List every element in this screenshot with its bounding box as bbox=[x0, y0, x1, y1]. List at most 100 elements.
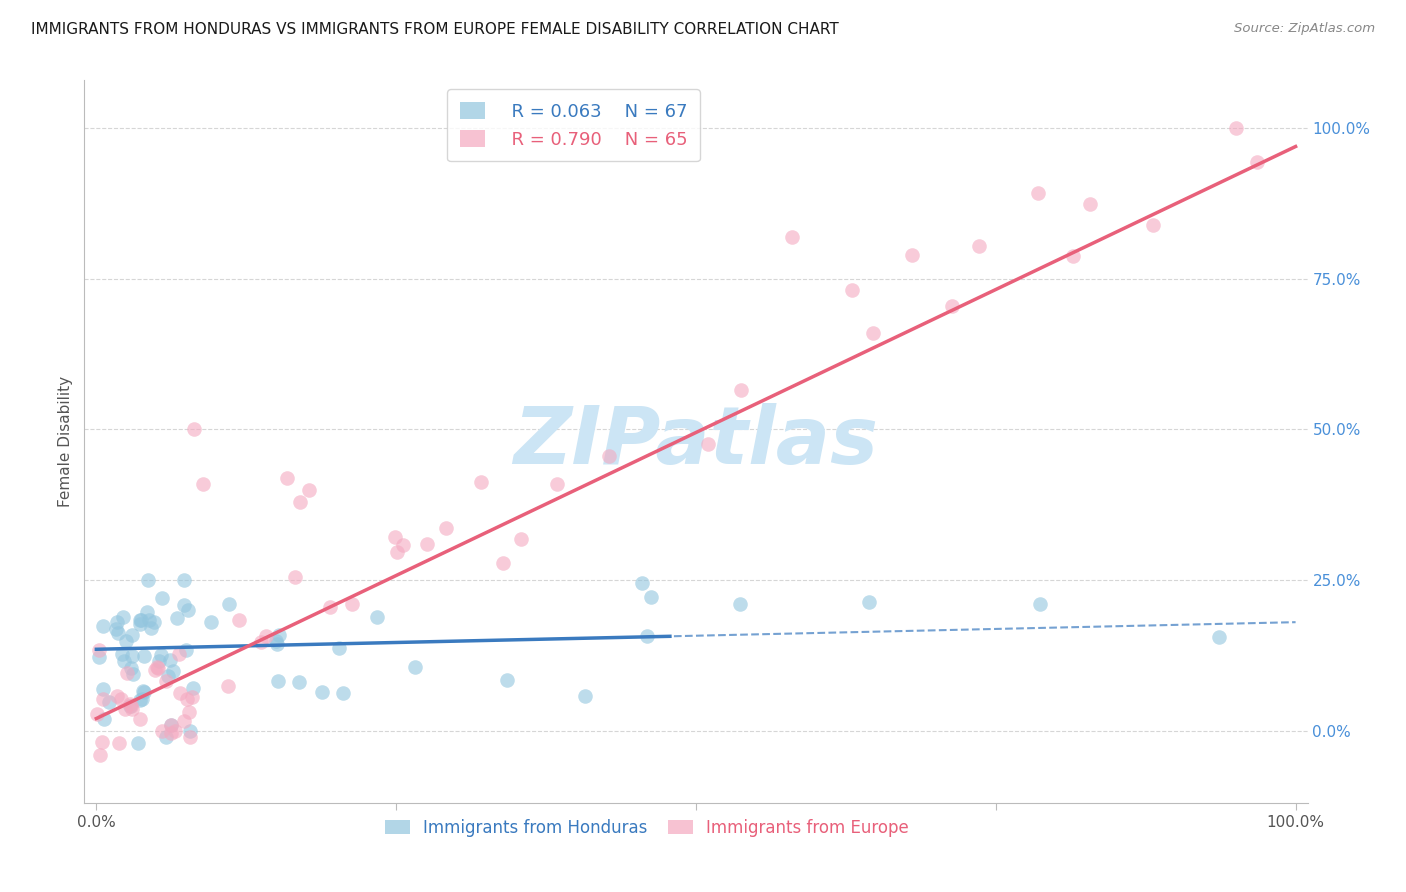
Point bbox=[404, 660, 426, 674]
Point bbox=[177, 706, 200, 720]
Point bbox=[1142, 218, 1164, 232]
Point bbox=[120, 698, 142, 713]
Point bbox=[121, 649, 143, 664]
Point bbox=[122, 666, 145, 681]
Point bbox=[111, 610, 134, 624]
Point bbox=[858, 595, 880, 609]
Text: Source: ZipAtlas.com: Source: ZipAtlas.com bbox=[1234, 22, 1375, 36]
Point bbox=[1026, 186, 1049, 201]
Point bbox=[728, 598, 751, 612]
Point bbox=[546, 477, 568, 491]
Point bbox=[134, 684, 156, 698]
Point bbox=[385, 545, 408, 559]
Point bbox=[105, 615, 128, 630]
Point bbox=[89, 643, 111, 657]
Point bbox=[636, 629, 658, 643]
Point bbox=[149, 648, 172, 662]
Point bbox=[901, 248, 924, 262]
Point bbox=[176, 692, 198, 706]
Point bbox=[640, 591, 662, 605]
Point bbox=[121, 628, 143, 642]
Point bbox=[132, 683, 155, 698]
Point bbox=[1029, 597, 1052, 611]
Point bbox=[470, 475, 492, 489]
Point bbox=[121, 702, 143, 716]
Point bbox=[1225, 121, 1247, 136]
Point bbox=[181, 690, 204, 704]
Point bbox=[598, 450, 620, 464]
Point bbox=[146, 660, 169, 674]
Point bbox=[366, 609, 388, 624]
Point bbox=[165, 723, 187, 738]
Point bbox=[288, 675, 311, 690]
Point bbox=[143, 615, 166, 629]
Point bbox=[155, 673, 177, 688]
Point bbox=[150, 724, 173, 739]
Point bbox=[1208, 630, 1230, 644]
Point bbox=[311, 685, 333, 699]
Point bbox=[332, 685, 354, 699]
Point bbox=[169, 686, 191, 700]
Point bbox=[128, 617, 150, 632]
Point bbox=[143, 664, 166, 678]
Point bbox=[266, 637, 288, 651]
Point bbox=[267, 674, 290, 689]
Point bbox=[176, 603, 198, 617]
Point bbox=[89, 748, 111, 763]
Point bbox=[179, 730, 201, 744]
Point bbox=[98, 695, 121, 709]
Point bbox=[298, 483, 321, 497]
Point bbox=[110, 691, 132, 706]
Point bbox=[115, 665, 138, 680]
Y-axis label: Female Disability: Female Disability bbox=[58, 376, 73, 508]
Point bbox=[254, 629, 277, 643]
Point bbox=[730, 383, 752, 397]
Point bbox=[696, 437, 718, 451]
Text: ZIPatlas: ZIPatlas bbox=[513, 402, 879, 481]
Point bbox=[127, 735, 149, 749]
Point bbox=[862, 326, 884, 340]
Point bbox=[181, 681, 204, 695]
Point bbox=[111, 647, 134, 661]
Point bbox=[434, 521, 457, 535]
Point bbox=[492, 556, 515, 570]
Point bbox=[91, 619, 114, 633]
Point bbox=[1080, 197, 1102, 211]
Point bbox=[159, 726, 181, 740]
Point bbox=[118, 698, 141, 712]
Point bbox=[135, 605, 157, 619]
Point bbox=[114, 702, 136, 716]
Point bbox=[173, 714, 195, 728]
Point bbox=[131, 692, 153, 706]
Point bbox=[128, 712, 150, 726]
Point bbox=[183, 423, 205, 437]
Point bbox=[384, 531, 406, 545]
Point bbox=[288, 494, 311, 508]
Point bbox=[496, 673, 519, 687]
Point bbox=[136, 573, 159, 587]
Point bbox=[91, 692, 114, 706]
Point bbox=[276, 471, 298, 485]
Point bbox=[107, 626, 129, 640]
Point bbox=[162, 665, 184, 679]
Text: IMMIGRANTS FROM HONDURAS VS IMMIGRANTS FROM EUROPE FEMALE DISABILITY CORRELATION: IMMIGRANTS FROM HONDURAS VS IMMIGRANTS F… bbox=[31, 22, 839, 37]
Point bbox=[328, 640, 350, 655]
Point bbox=[574, 690, 596, 704]
Point bbox=[160, 717, 183, 731]
Point bbox=[141, 621, 163, 635]
Point bbox=[155, 730, 177, 744]
Point bbox=[179, 723, 201, 738]
Point bbox=[105, 690, 128, 704]
Point bbox=[416, 537, 439, 551]
Point bbox=[120, 661, 142, 675]
Point bbox=[510, 532, 533, 546]
Point bbox=[112, 655, 135, 669]
Point bbox=[138, 613, 160, 627]
Point bbox=[115, 634, 138, 648]
Point bbox=[105, 622, 128, 636]
Point bbox=[967, 239, 990, 253]
Point bbox=[120, 698, 142, 713]
Point bbox=[128, 613, 150, 627]
Point bbox=[218, 598, 240, 612]
Point bbox=[200, 615, 222, 629]
